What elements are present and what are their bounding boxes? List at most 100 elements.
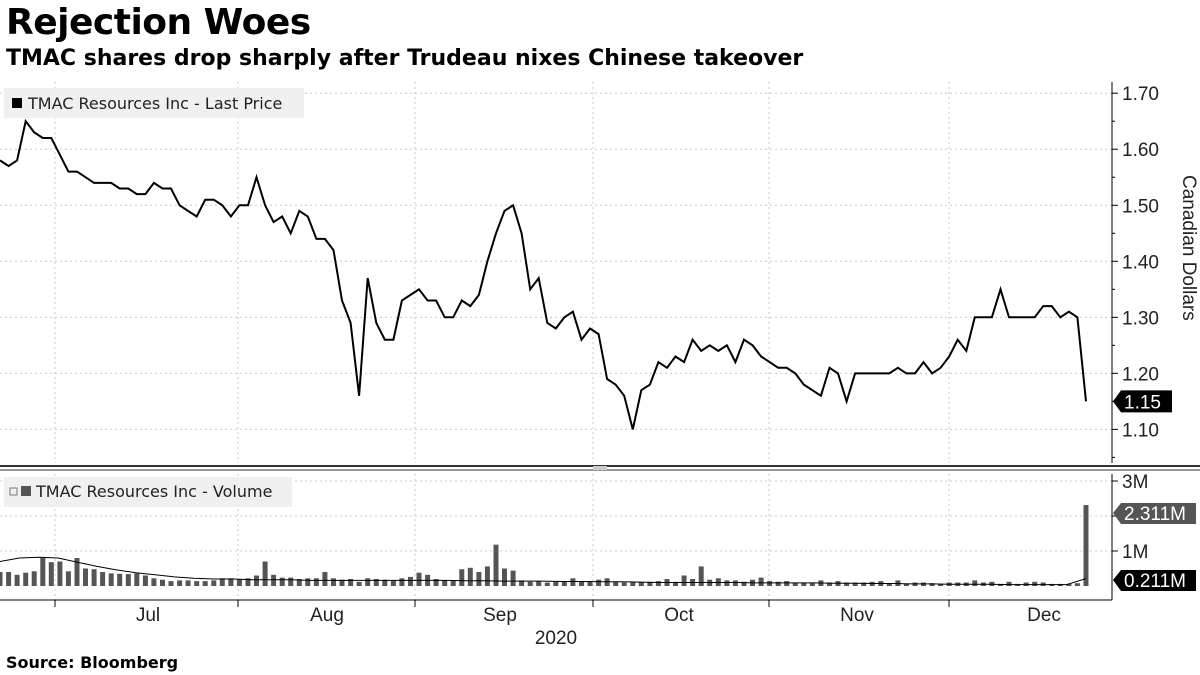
volume-bar	[698, 566, 704, 586]
x-tick-label: Aug	[310, 605, 344, 626]
volume-bar	[40, 558, 46, 586]
volume-legend-label: TMAC Resources Inc - Volume	[35, 482, 272, 501]
volume-bar	[1032, 581, 1038, 586]
volume-bar	[903, 583, 909, 586]
volume-bar	[596, 579, 602, 586]
volume-bar	[732, 580, 738, 586]
volume-bar	[262, 561, 268, 586]
volume-bar	[886, 583, 892, 586]
volume-bar	[621, 582, 627, 586]
volume-bar	[553, 581, 559, 586]
volume-bar	[510, 570, 516, 586]
volume-bar	[0, 572, 3, 586]
volume-bar	[809, 583, 815, 586]
volume-bar	[185, 580, 191, 586]
volume-bar	[587, 581, 593, 586]
x-year-label: 2020	[535, 628, 577, 649]
volume-bar	[228, 578, 234, 586]
volume-bar	[142, 575, 148, 586]
volume-bar	[1006, 581, 1012, 586]
expand-icon[interactable]	[9, 487, 18, 496]
volume-bar	[527, 581, 533, 586]
volume-y-tick-label: 1M	[1122, 542, 1148, 563]
volume-bar	[758, 577, 764, 586]
volume-bar	[801, 582, 807, 586]
volume-bar	[442, 580, 448, 586]
volume-bar	[65, 571, 71, 586]
volume-bar	[647, 581, 653, 586]
volume-bar	[194, 581, 200, 586]
volume-bar	[100, 572, 106, 586]
volume-bar	[91, 569, 97, 586]
volume-bar	[202, 581, 208, 586]
last-volume-label-box	[1113, 503, 1196, 524]
volume-bar	[502, 568, 507, 586]
volume-bar	[219, 578, 225, 586]
price-y-axis-label: Canadian Dollars	[1178, 175, 1199, 321]
volume-bar	[579, 581, 584, 586]
volume-bar	[254, 575, 259, 586]
source-note: Source: Bloomberg	[6, 653, 179, 672]
volume-bar	[279, 577, 285, 586]
volume-bar	[160, 579, 165, 586]
price-legend-box	[4, 88, 304, 118]
volume-bar	[365, 578, 371, 586]
price-series-line	[0, 118, 1087, 430]
volume-bar	[1083, 505, 1089, 586]
volume-bar	[476, 572, 482, 586]
price-y-tick-label: 1.40	[1122, 252, 1159, 273]
price-y-tick-label: 1.30	[1122, 308, 1159, 329]
volume-bar	[14, 574, 20, 586]
volume-bar	[544, 582, 550, 586]
volume-bar	[408, 576, 413, 586]
x-tick-label: Nov	[840, 605, 874, 626]
volume-bar	[972, 580, 978, 586]
volume-bar	[1066, 583, 1072, 586]
volume-bar	[741, 581, 747, 586]
panel-resize-handle[interactable]	[593, 466, 607, 470]
volume-bar	[271, 574, 277, 586]
last-price-label: 1.15	[1113, 390, 1172, 413]
volume-bar	[331, 578, 336, 586]
volume-bar	[134, 573, 140, 586]
volume-bar	[168, 581, 174, 586]
chart-title: Rejection Woes	[6, 2, 311, 43]
x-axis-ticks: Jul Aug Sep Oct Nov Dec	[54, 600, 1061, 626]
volume-bar	[827, 582, 832, 586]
volume-bar	[245, 578, 251, 586]
volume-bar	[638, 581, 644, 586]
volume-bar	[83, 568, 88, 586]
volume-bar	[655, 581, 661, 586]
volume-y-tick-label: 3M	[1122, 472, 1148, 493]
volume-bar	[74, 558, 80, 586]
volume-bar	[467, 567, 473, 586]
volume-bar	[313, 578, 319, 586]
volume-legend-swatch	[21, 486, 31, 496]
avg-volume-label-box	[1113, 570, 1196, 591]
volume-bar	[938, 583, 944, 586]
volume-bar	[356, 581, 362, 586]
volume-bar	[613, 581, 619, 586]
price-y-tick-label: 1.50	[1122, 196, 1159, 217]
volume-bar	[536, 581, 542, 586]
volume-bar	[399, 578, 405, 586]
x-tick-label: Oct	[664, 605, 694, 626]
volume-bar	[236, 579, 242, 586]
avg-volume-label-text: 0.211M	[1124, 571, 1186, 592]
volume-bar	[288, 577, 294, 586]
volume-bar	[459, 569, 465, 586]
volume-legend: TMAC Resources Inc - Volume	[4, 477, 292, 507]
volume-bar	[6, 572, 12, 586]
volume-bar	[390, 580, 396, 586]
volume-bar	[630, 582, 636, 586]
price-gridlines	[0, 82, 1112, 463]
volume-bar	[844, 582, 850, 586]
volume-bar	[211, 580, 217, 586]
volume-bar	[792, 582, 798, 586]
volume-legend-box	[4, 477, 292, 507]
volume-bar	[305, 578, 311, 586]
price-y-tick-label: 1.60	[1122, 140, 1159, 161]
volume-bar	[673, 581, 678, 586]
volume-bar	[493, 544, 499, 586]
volume-bar	[852, 582, 858, 586]
